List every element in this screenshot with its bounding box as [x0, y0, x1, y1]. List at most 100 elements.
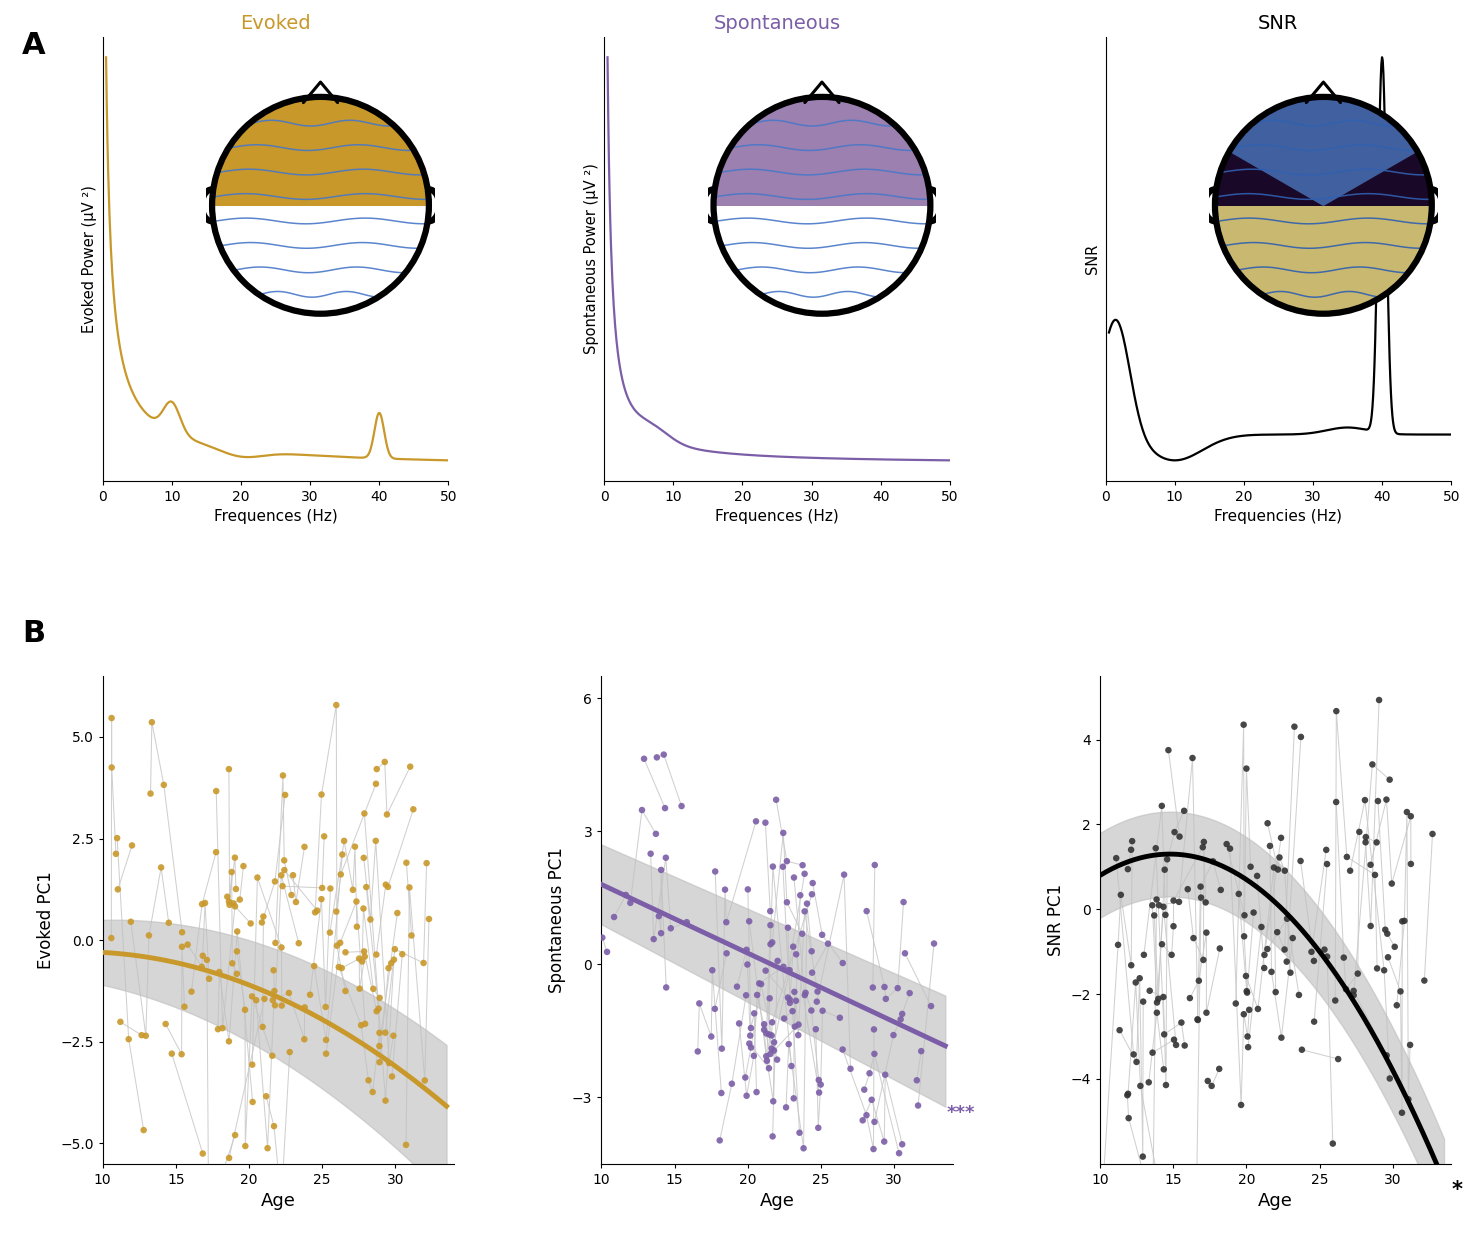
Point	[922, 933, 946, 953]
Point	[240, 987, 264, 1006]
Point	[100, 708, 123, 728]
Point	[1421, 825, 1444, 844]
Point	[808, 1083, 831, 1103]
Point	[1333, 948, 1356, 968]
Point	[1289, 727, 1312, 747]
Point	[1141, 895, 1164, 915]
Point	[817, 933, 840, 953]
Point	[595, 942, 619, 962]
Point	[333, 831, 356, 851]
Point	[1218, 838, 1242, 858]
Point	[273, 860, 296, 880]
Point	[1117, 1108, 1141, 1128]
Point	[325, 936, 349, 956]
Point	[783, 982, 806, 1002]
Point	[1195, 1003, 1218, 1023]
Point	[759, 915, 783, 935]
Point	[714, 880, 737, 900]
Point	[1189, 888, 1212, 907]
Point	[737, 1034, 761, 1054]
Point	[1231, 714, 1255, 734]
Point	[1265, 922, 1289, 942]
Point	[1176, 879, 1199, 899]
Point	[342, 880, 365, 900]
Point	[758, 901, 781, 921]
Point	[780, 1056, 803, 1076]
Point	[1363, 865, 1387, 885]
Point	[270, 937, 293, 957]
Point	[1192, 950, 1215, 969]
Point	[1324, 990, 1347, 1010]
Point	[771, 857, 795, 877]
Point	[1104, 848, 1127, 868]
Point	[374, 1091, 397, 1110]
Point	[1399, 854, 1422, 874]
Point	[1262, 858, 1286, 878]
Point	[368, 1036, 391, 1056]
Point	[191, 946, 214, 966]
Point	[1359, 855, 1382, 875]
Point	[1155, 849, 1179, 869]
Point	[100, 928, 123, 948]
Point	[755, 1046, 778, 1066]
Point	[1121, 1045, 1145, 1065]
Point	[644, 825, 667, 844]
Point	[1252, 958, 1275, 978]
Point	[279, 1042, 302, 1062]
Point	[1334, 979, 1358, 999]
Point	[1249, 917, 1272, 937]
Point	[1116, 859, 1139, 879]
Point	[1120, 839, 1143, 859]
Point	[1259, 962, 1283, 982]
Point	[649, 860, 673, 880]
Point	[1151, 796, 1174, 816]
Point	[752, 1014, 776, 1034]
Point	[755, 1024, 778, 1044]
Point	[720, 1073, 743, 1093]
Point	[1267, 859, 1290, 879]
Point	[1129, 1076, 1152, 1096]
Point	[811, 1000, 834, 1020]
Point	[793, 901, 817, 921]
Point	[776, 917, 799, 937]
Point	[1385, 995, 1409, 1015]
Point	[270, 1192, 293, 1212]
Point	[1124, 973, 1148, 993]
Point	[1347, 822, 1371, 842]
Point	[759, 935, 783, 954]
X-axis label: Frequences (Hz): Frequences (Hz)	[214, 509, 337, 524]
Point	[191, 894, 214, 914]
Point	[1127, 968, 1151, 988]
Point	[239, 914, 262, 933]
Point	[1154, 1075, 1177, 1094]
Point	[277, 983, 301, 1003]
Point	[790, 855, 814, 875]
Point	[100, 758, 123, 777]
Point	[1374, 920, 1397, 940]
Point	[1132, 945, 1155, 964]
Point	[855, 901, 878, 921]
Point	[787, 1025, 811, 1045]
Point	[710, 1083, 733, 1103]
Point	[774, 1098, 798, 1118]
Point	[1163, 822, 1186, 842]
Point	[1321, 1134, 1344, 1154]
Point	[226, 921, 249, 941]
Point	[399, 756, 422, 776]
Title: SNR: SNR	[1258, 14, 1299, 32]
Point	[119, 912, 142, 932]
Point	[781, 1002, 805, 1021]
Point	[221, 894, 245, 914]
Point	[1256, 940, 1280, 959]
Point	[1236, 983, 1259, 1003]
Point	[293, 998, 317, 1018]
Point	[765, 951, 789, 971]
Point	[334, 982, 358, 1002]
Point	[1142, 905, 1165, 925]
Point	[1275, 909, 1299, 928]
Point	[132, 1120, 155, 1140]
Point	[792, 1139, 815, 1159]
Point	[150, 858, 173, 878]
Point	[891, 893, 915, 912]
Point	[274, 785, 298, 805]
